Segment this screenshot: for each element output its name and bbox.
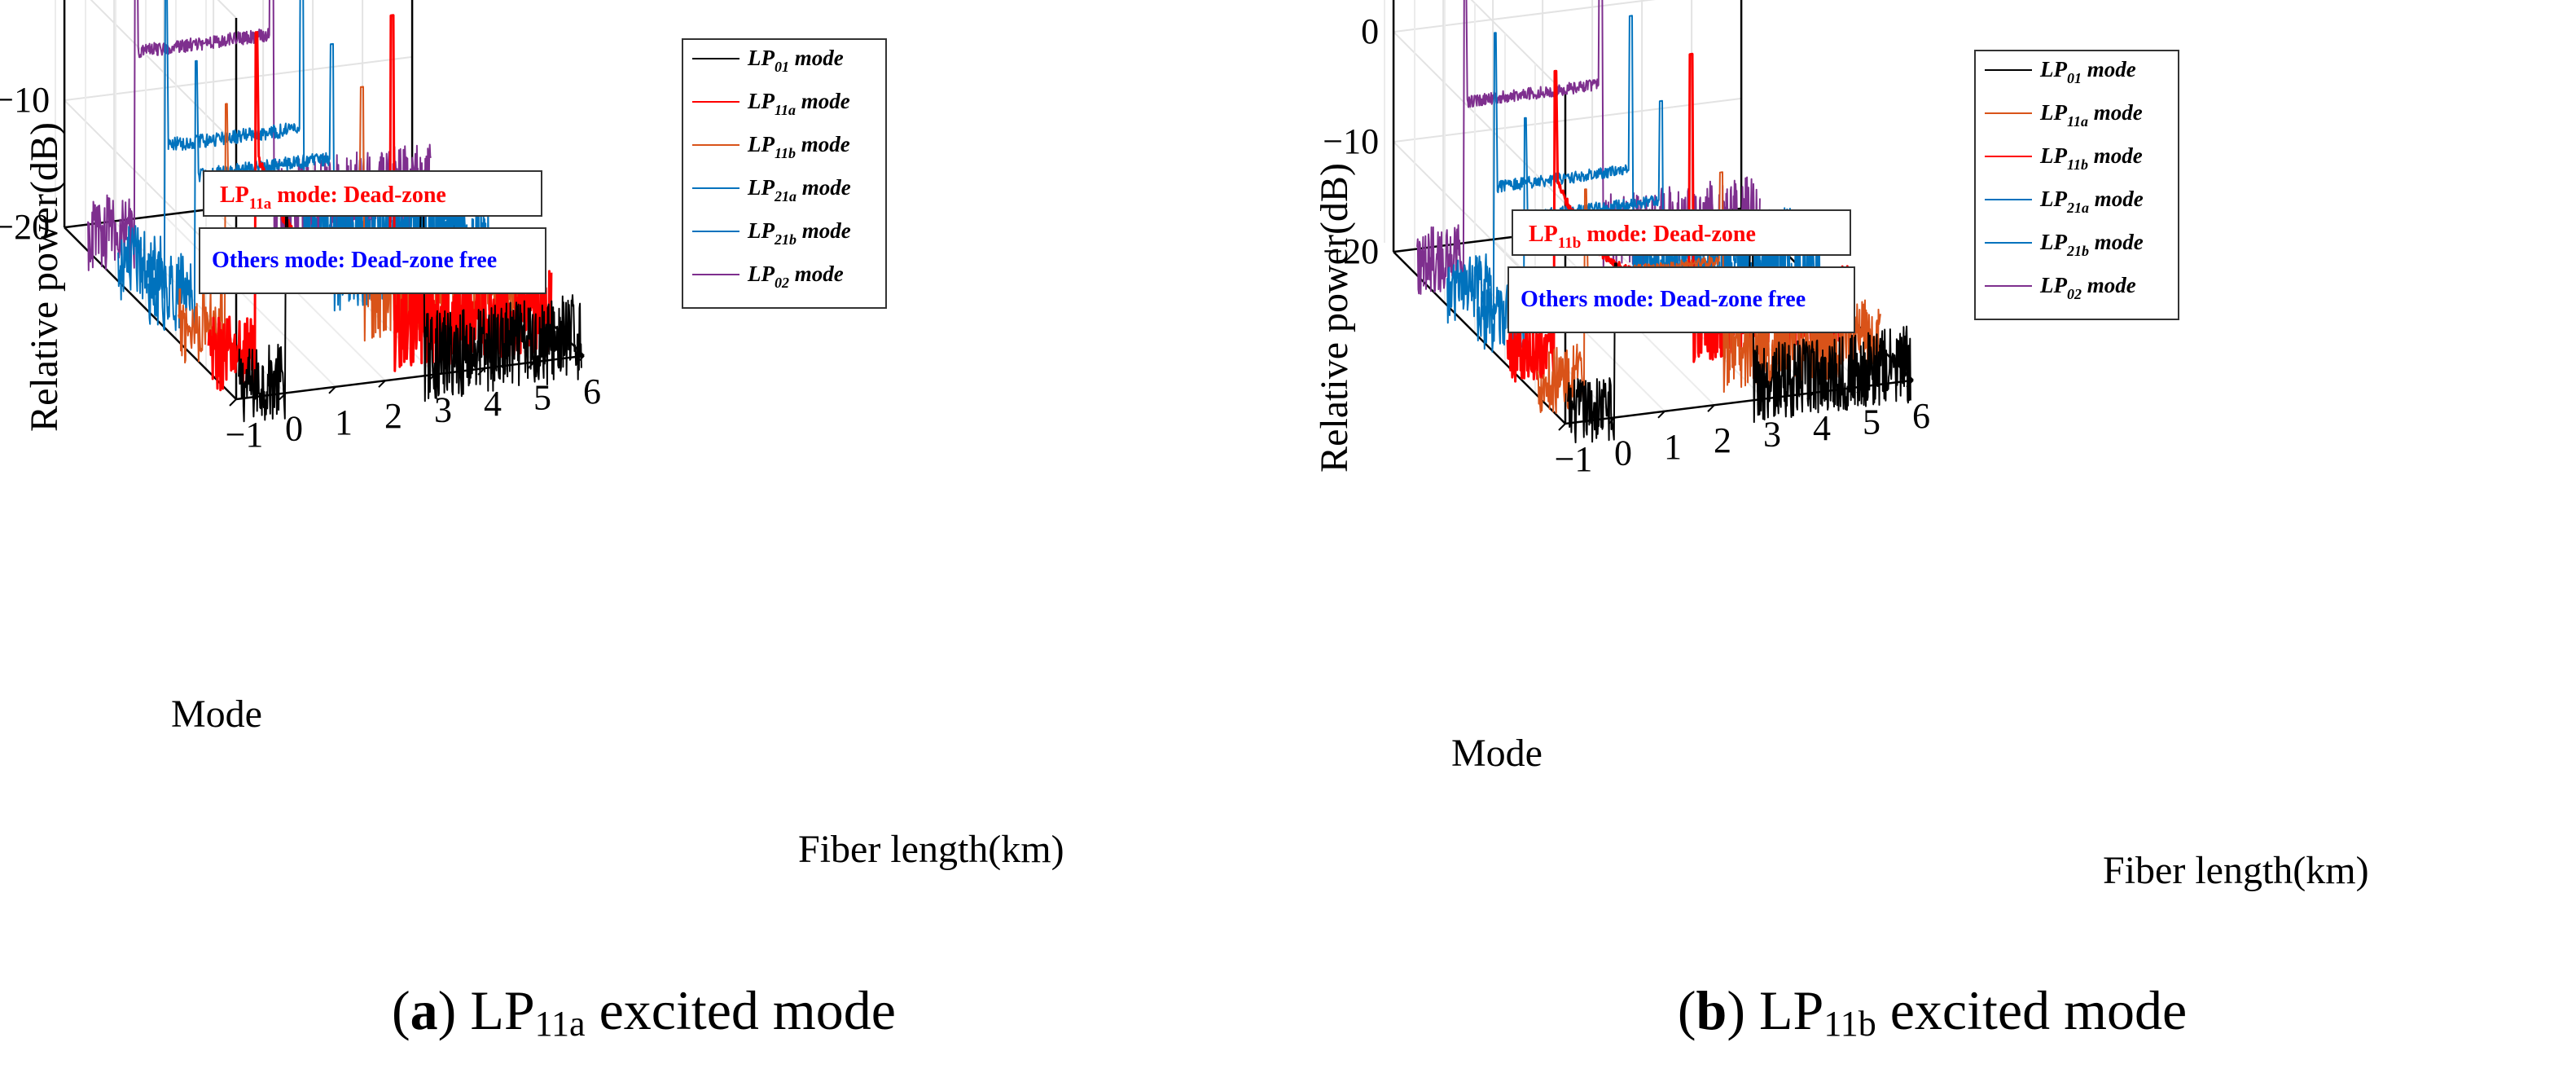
z-ticks: 100−10−20 [0, 80, 50, 247]
x-axis-label: Fiber length(km) [2103, 849, 2369, 892]
z-tick-label: −20 [0, 207, 50, 247]
x-tick-label: 5 [533, 377, 551, 417]
x-tick-label: 2 [384, 396, 402, 436]
caption-a: (a) LP11a excited mode [392, 979, 896, 1044]
caption-b: (b) LP11b excited mode [1677, 979, 2188, 1044]
x-tick-mark [1608, 416, 1616, 425]
x-tick-mark [577, 355, 585, 363]
grid-line [163, 214, 336, 388]
x-tick-label: 0 [285, 408, 303, 448]
x-ticks: −1 0 1 2 3 4 5 6 [1555, 380, 1930, 479]
x-tick-mark [477, 367, 485, 376]
z-tick-label: −10 [1323, 121, 1379, 161]
grid-line [1393, 31, 1566, 204]
caption-text-main: LP [470, 979, 535, 1041]
x-tick-label: 1 [1664, 427, 1682, 467]
x-tick-label: −1 [1555, 439, 1593, 479]
legend-entry: LP02 mode [2039, 273, 2136, 302]
x-ticks: −1 0 1 2 3 4 5 6 [226, 355, 601, 455]
legend-entry: LP11b mode [747, 132, 850, 161]
legend-entry: LP11a mode [2039, 100, 2143, 130]
x-tick-mark [229, 398, 237, 407]
x-tick-mark [1856, 385, 1864, 394]
annotation-dead-zone: LP11b mode: Dead-zone [1529, 222, 1756, 252]
x-tick-mark [378, 380, 386, 388]
legend-entry: LP21a mode [747, 175, 851, 204]
legend-entry: LP21b mode [747, 218, 851, 248]
grid-line [1470, 0, 1566, 95]
x-tick-mark [279, 392, 287, 401]
x-tick-mark [1657, 411, 1665, 419]
legend-entry: LP01 mode [747, 46, 844, 75]
x-tick-label: 4 [484, 384, 502, 424]
grid-line [217, 0, 237, 19]
legend-entry: LP02 mode [747, 262, 844, 291]
y-axis-label: Relative power(dB) [23, 122, 66, 432]
caption-text-rest: excited mode [599, 979, 896, 1041]
annotation-dead-zone-free: Others mode: Dead-zone free [1521, 287, 1806, 312]
x-axis-label: Fiber length(km) [798, 828, 1064, 871]
caption-label: a [410, 979, 438, 1041]
legend-entry: LP21a mode [2039, 187, 2144, 216]
grid-line [1393, 97, 1742, 143]
x-tick-label: 6 [583, 372, 601, 411]
z-tick-label: −10 [0, 80, 50, 120]
caption-text-sub: 11a [534, 1004, 586, 1044]
x-tick-mark [1757, 398, 1765, 407]
z-tick-label: 0 [1361, 11, 1379, 51]
grid-line [64, 55, 413, 102]
legend-entry: LP11a mode [747, 89, 850, 118]
z-tick-label: −20 [1323, 231, 1379, 271]
legend: LP01 mode LP11a mode LP11b mode LP21a mode L… [1974, 50, 2179, 320]
x-tick-mark [1558, 423, 1566, 431]
grid-line [90, 0, 237, 146]
x-tick-label: 6 [1912, 396, 1930, 436]
x-tick-label: 4 [1813, 408, 1831, 448]
x-tick-label: 1 [335, 402, 353, 442]
axis-line [1393, 251, 1566, 424]
x-tick-mark [1707, 404, 1715, 412]
x-tick-mark [1906, 380, 1914, 388]
x-tick-label: 5 [1863, 402, 1880, 442]
x-tick-label: −1 [226, 415, 264, 455]
x-tick-label: 3 [434, 390, 452, 430]
y-axis-label: Relative power(dB) [1313, 163, 1356, 473]
annotation-dead-zone: LP11a mode: Dead-zone [220, 182, 446, 213]
x-tick-label: 2 [1714, 420, 1731, 460]
x-tick-label: 3 [1763, 415, 1781, 455]
legend-entry: LP21b mode [2039, 230, 2144, 259]
annotation-box: LP11a mode: Dead-zone Others mode: Dead-z… [199, 170, 546, 294]
mode-axis-label: Mode [1451, 732, 1543, 775]
caption-label: b [1696, 979, 1727, 1041]
x-tick-mark [428, 373, 436, 382]
caption-text-main: LP [1759, 979, 1824, 1041]
annotation-dead-zone-free: Others mode: Dead-zone free [212, 248, 497, 273]
mode-axis-label: Mode [171, 693, 262, 736]
grid-line [1393, 0, 1657, 33]
x-tick-mark [527, 361, 535, 370]
z-ticks: 100−10−20 [1323, 11, 1379, 271]
x-tick-mark [328, 386, 336, 394]
annotation-box: LP11b mode: Dead-zone Others mode: Dead-z… [1507, 209, 1855, 333]
x-tick-mark [1806, 392, 1815, 400]
x-tick-label: 0 [1614, 433, 1632, 473]
legend-entry: LP11b mode [2039, 143, 2143, 173]
legend-entry: LP01 mode [2039, 57, 2136, 86]
caption-text-sub: 11b [1823, 1004, 1876, 1044]
caption-text-rest: excited mode [1889, 979, 2188, 1041]
legend: LP01 mode LP11a mode LP11b mode LP21a mode L… [682, 38, 887, 309]
